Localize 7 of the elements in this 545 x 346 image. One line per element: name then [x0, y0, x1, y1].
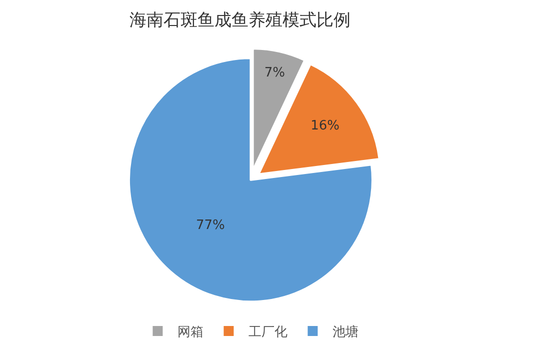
data-label: 77% [196, 218, 225, 234]
legend-label: 工厂化 [248, 325, 288, 340]
legend-label: 网箱 [178, 325, 204, 340]
data-label: 7% [264, 65, 285, 80]
chart-title: 海南石斑鱼成鱼养殖模式比例 [129, 10, 350, 31]
data-label: 16% [310, 118, 340, 134]
legend-label: 池塘 [332, 325, 359, 340]
